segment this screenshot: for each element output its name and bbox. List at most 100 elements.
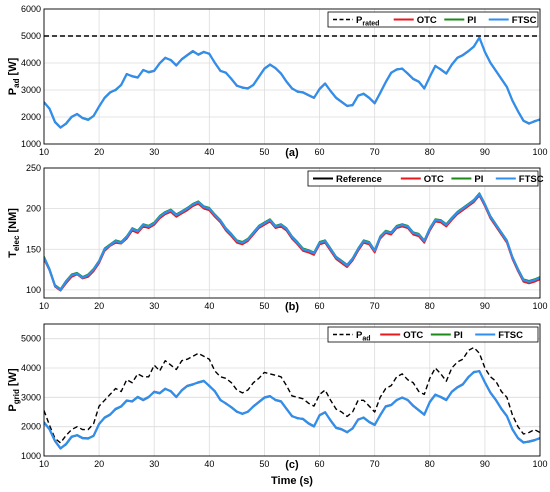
- x-tick-label: 90: [480, 301, 490, 311]
- x-tick-label: 70: [370, 147, 380, 157]
- x-tick-label: 70: [370, 301, 380, 311]
- x-tick-label: 100: [532, 459, 547, 469]
- y-tick-label: 250: [26, 163, 41, 173]
- panel-label: (a): [285, 147, 299, 159]
- y-tick-label: 200: [26, 204, 41, 214]
- x-tick-label: 50: [259, 459, 269, 469]
- axes-frame: [43, 8, 541, 145]
- legend: Pad OTC PI FTSC: [327, 326, 539, 343]
- plot-area: [44, 324, 540, 456]
- x-tick-label: 90: [480, 459, 490, 469]
- x-axis-label: Time (s): [271, 475, 313, 487]
- y-tick-label: 4000: [21, 58, 41, 68]
- y-axis-label-unit: [NM]: [7, 208, 19, 236]
- x-tick-label: 40: [204, 147, 214, 157]
- plot-area: [44, 168, 540, 298]
- x-tick-label: 50: [259, 147, 269, 157]
- series-line-ftsc: [44, 370, 540, 450]
- legend-label-pi: PI: [467, 15, 476, 26]
- legend-label-pi: PI: [474, 174, 483, 185]
- legend-label-otc: OTC: [424, 174, 444, 185]
- y-axis-label: Telec [NM]: [7, 208, 21, 258]
- legend-label-main: PI: [467, 15, 476, 26]
- series-group: [44, 192, 540, 292]
- legend-label-otc: OTC: [403, 330, 423, 341]
- y-axis-label: Pgrid [W]: [7, 368, 21, 412]
- series-group: [44, 35, 540, 129]
- legend-label-main: FTSC: [519, 174, 544, 185]
- legend-label-otc: OTC: [417, 15, 437, 26]
- y-tick-label: 5000: [21, 334, 41, 344]
- x-tick-label: 70: [370, 459, 380, 469]
- plot-area: [44, 9, 540, 144]
- x-tick-label: 50: [259, 301, 269, 311]
- y-axis-label-sub: elec: [12, 235, 21, 251]
- legend-label-main: Reference: [336, 174, 382, 185]
- x-tick-label: 80: [425, 147, 435, 157]
- x-tick-label: 60: [315, 147, 325, 157]
- x-tick-label: 60: [315, 301, 325, 311]
- y-tick-label: 100: [26, 285, 41, 295]
- y-axis-label-main: T: [7, 251, 19, 258]
- series-line-ftsc: [44, 192, 540, 291]
- legend-label-sub: rated: [362, 21, 379, 28]
- panel-label: (c): [285, 459, 299, 471]
- legend-label-reference: Reference: [336, 174, 382, 185]
- x-tick-label: 10: [39, 459, 49, 469]
- y-tick-label: 1000: [21, 139, 41, 149]
- x-tick-label: 80: [425, 459, 435, 469]
- x-tick-label: 10: [39, 301, 49, 311]
- x-tick-label: 20: [94, 459, 104, 469]
- x-tick-label: 40: [204, 459, 214, 469]
- legend-label-main: FTSC: [512, 15, 537, 26]
- series-group: [44, 346, 540, 450]
- y-axis-label-unit: [W]: [7, 57, 19, 78]
- y-tick-label: 1000: [21, 451, 41, 461]
- legend-box: [307, 170, 539, 187]
- legend-label-ftsc: FTSC: [519, 174, 544, 185]
- panel-3: 10 20 30 40 50 60 70 80 90 100 1000 2000 3000 4000 500…: [7, 323, 548, 471]
- y-axis-label-main: P: [7, 88, 19, 95]
- series-line-p: [44, 346, 540, 444]
- legend-label-p-ad: Pad: [356, 330, 371, 343]
- y-tick-label: 3000: [21, 392, 41, 402]
- legend-label-ftsc: FTSC: [498, 330, 523, 341]
- legend-label-main: P: [356, 330, 363, 341]
- y-tick-label: 150: [26, 244, 41, 254]
- legend-box: [327, 11, 539, 28]
- x-tick-label: 30: [149, 301, 159, 311]
- y-tick-label: 4000: [21, 363, 41, 373]
- x-tick-label: 10: [39, 147, 49, 157]
- y-tick-label: 5000: [21, 31, 41, 41]
- y-axis-label-unit: [W]: [7, 368, 19, 389]
- legend-label-pi: PI: [454, 330, 463, 341]
- y-axis-label-sub: ad: [12, 78, 21, 87]
- panel-2: 10 20 30 40 50 60 70 80 90 100 100 150 200 250 Telec […: [7, 163, 548, 313]
- series-line-ftsc: [44, 36, 540, 129]
- axes-frame: [43, 323, 541, 457]
- legend-label-main: PI: [474, 174, 483, 185]
- y-tick-label: 3000: [21, 85, 41, 95]
- legend-label-ftsc: FTSC: [512, 15, 537, 26]
- x-tick-label: 80: [425, 301, 435, 311]
- x-tick-label: 30: [149, 459, 159, 469]
- y-tick-label: 2000: [21, 112, 41, 122]
- y-tick-label: 2000: [21, 422, 41, 432]
- x-tick-label: 100: [532, 301, 547, 311]
- legend: Prated OTC PI FTSC: [327, 11, 539, 28]
- legend-label-main: P: [356, 15, 363, 26]
- legend-label-main: PI: [454, 330, 463, 341]
- legend-label-sub: ad: [362, 336, 370, 343]
- y-axis-label-sub: grid: [12, 389, 21, 404]
- y-axis-label: Pad [W]: [7, 57, 21, 95]
- panel-1: 10 20 30 40 50 60 70 80 90 100 1000 2000 3000 4000 500…: [7, 4, 548, 159]
- x-tick-label: 100: [532, 147, 547, 157]
- x-tick-label: 60: [315, 459, 325, 469]
- x-tick-label: 20: [94, 301, 104, 311]
- y-axis-label-main: P: [7, 404, 19, 411]
- series-line-otc: [44, 194, 540, 292]
- legend-label-main: OTC: [403, 330, 423, 341]
- x-tick-label: 20: [94, 147, 104, 157]
- y-tick-label: 6000: [21, 4, 41, 14]
- panel-label: (b): [285, 301, 299, 313]
